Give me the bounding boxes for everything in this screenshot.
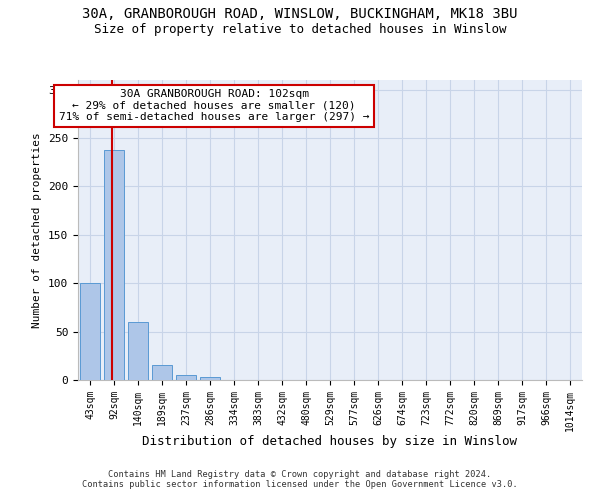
Bar <box>176 375 196 380</box>
Bar <box>200 377 220 380</box>
Bar <box>128 322 148 380</box>
Bar <box>104 150 124 380</box>
Text: Size of property relative to detached houses in Winslow: Size of property relative to detached ho… <box>94 22 506 36</box>
Y-axis label: Number of detached properties: Number of detached properties <box>32 132 43 328</box>
Text: Distribution of detached houses by size in Winslow: Distribution of detached houses by size … <box>143 435 517 448</box>
Bar <box>80 283 100 380</box>
Text: 30A, GRANBOROUGH ROAD, WINSLOW, BUCKINGHAM, MK18 3BU: 30A, GRANBOROUGH ROAD, WINSLOW, BUCKINGH… <box>82 8 518 22</box>
Bar <box>152 366 172 380</box>
Text: 30A GRANBOROUGH ROAD: 102sqm
← 29% of detached houses are smaller (120)
71% of s: 30A GRANBOROUGH ROAD: 102sqm ← 29% of de… <box>59 89 370 122</box>
Text: Contains HM Land Registry data © Crown copyright and database right 2024.
Contai: Contains HM Land Registry data © Crown c… <box>82 470 518 490</box>
